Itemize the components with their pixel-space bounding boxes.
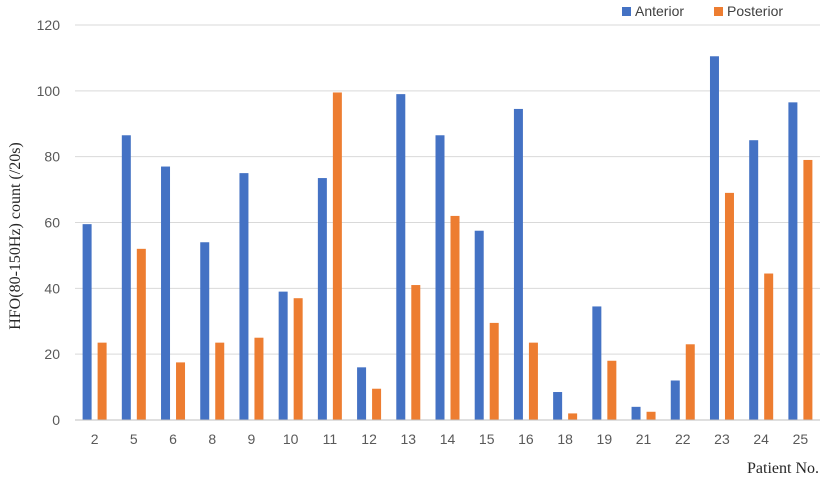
bar-posterior-patient-10 bbox=[293, 298, 303, 420]
bar-posterior-patient-24 bbox=[764, 273, 774, 420]
bar-anterior-patient-25 bbox=[788, 102, 798, 421]
x-tick-label: 6 bbox=[169, 431, 177, 447]
bar-posterior-patient-21 bbox=[646, 411, 656, 420]
bar-posterior-patient-25 bbox=[803, 159, 813, 421]
legend-swatch-posterior bbox=[714, 7, 723, 16]
bar-anterior-patient-13 bbox=[396, 94, 406, 420]
bar-anterior-patient-14 bbox=[435, 135, 445, 421]
bar-posterior-patient-15 bbox=[489, 322, 499, 420]
bar-posterior-patient-5 bbox=[136, 248, 146, 420]
bar-anterior-patient-11 bbox=[317, 178, 327, 420]
bar-anterior-patient-16 bbox=[513, 108, 523, 420]
bar-anterior-patient-12 bbox=[357, 367, 367, 420]
bar-anterior-patient-9 bbox=[239, 173, 249, 420]
grid-lines bbox=[75, 24, 820, 355]
y-axis-title: HFO(80-150Hz) count (/20s) bbox=[7, 142, 24, 330]
bar-posterior-patient-13 bbox=[411, 285, 421, 420]
bar-posterior-patient-14 bbox=[450, 215, 460, 420]
bar-anterior-patient-23 bbox=[709, 56, 719, 420]
bar-anterior-patient-10 bbox=[278, 291, 288, 420]
x-tick-label: 14 bbox=[440, 431, 456, 447]
y-tick-label: 120 bbox=[37, 17, 61, 33]
bar-anterior-patient-18 bbox=[553, 392, 563, 420]
y-tick-label: 20 bbox=[44, 346, 60, 362]
x-tick-label: 25 bbox=[793, 431, 809, 447]
x-tick-label: 9 bbox=[248, 431, 256, 447]
x-tick-label: 11 bbox=[323, 431, 338, 447]
legend-swatch-anterior bbox=[622, 7, 631, 16]
x-tick-label: 2 bbox=[91, 431, 99, 447]
legend-label-anterior: Anterior bbox=[635, 3, 684, 19]
bar-anterior-patient-24 bbox=[749, 140, 759, 421]
legend-label-posterior: Posterior bbox=[727, 3, 783, 19]
bar-posterior-patient-8 bbox=[215, 342, 225, 420]
bar-posterior-patient-9 bbox=[254, 337, 264, 420]
x-tick-label: 21 bbox=[636, 431, 652, 447]
bar-anterior-patient-21 bbox=[631, 406, 641, 420]
x-tick-label: 24 bbox=[753, 431, 769, 447]
bar-posterior-patient-12 bbox=[372, 388, 382, 420]
bar-anterior-patient-5 bbox=[121, 135, 131, 421]
y-tick-label: 0 bbox=[52, 412, 60, 428]
bar-posterior-patient-23 bbox=[724, 192, 734, 420]
x-tick-label: 23 bbox=[714, 431, 730, 447]
x-tick-label: 18 bbox=[557, 431, 573, 447]
bar-anterior-patient-22 bbox=[670, 380, 680, 420]
legend: Anterior Posterior bbox=[622, 3, 783, 19]
x-tick-label: 15 bbox=[479, 431, 495, 447]
x-tick-label: 19 bbox=[597, 431, 613, 447]
x-tick-label: 5 bbox=[130, 431, 138, 447]
bar-posterior-patient-18 bbox=[568, 413, 578, 420]
x-tick-label: 22 bbox=[675, 431, 691, 447]
x-tick-label: 12 bbox=[361, 431, 377, 447]
x-tick-label: 16 bbox=[518, 431, 534, 447]
bar-anterior-patient-19 bbox=[592, 306, 602, 420]
x-tick-label: 8 bbox=[208, 431, 216, 447]
x-tick-label: 13 bbox=[401, 431, 417, 447]
bar-anterior-patient-6 bbox=[161, 166, 171, 420]
x-axis-ticks: 2 5 6 8 9 10 11 12 13 14 15 16 18 19 21 22 23 24 25 bbox=[91, 431, 809, 447]
bar-posterior-patient-16 bbox=[528, 342, 538, 420]
bar-posterior-patient-11 bbox=[332, 92, 342, 421]
bar-anterior-patient-15 bbox=[474, 230, 484, 420]
y-tick-label: 40 bbox=[44, 280, 60, 296]
x-axis-title: Patient No. bbox=[747, 460, 819, 477]
bar-posterior-patient-2 bbox=[97, 342, 107, 420]
y-tick-label: 100 bbox=[37, 83, 61, 99]
y-axis-ticks: 0 20 40 60 80 100 120 bbox=[37, 17, 61, 428]
bar-posterior-patient-19 bbox=[607, 360, 617, 420]
y-tick-label: 80 bbox=[44, 149, 60, 165]
bar-anterior-patient-8 bbox=[200, 242, 210, 420]
bar-anterior-patient-2 bbox=[82, 224, 92, 420]
bar-posterior-patient-6 bbox=[176, 362, 186, 420]
y-tick-label: 60 bbox=[44, 215, 60, 231]
x-tick-label: 10 bbox=[283, 431, 299, 447]
bar-posterior-patient-22 bbox=[685, 344, 695, 420]
bars bbox=[82, 56, 813, 421]
